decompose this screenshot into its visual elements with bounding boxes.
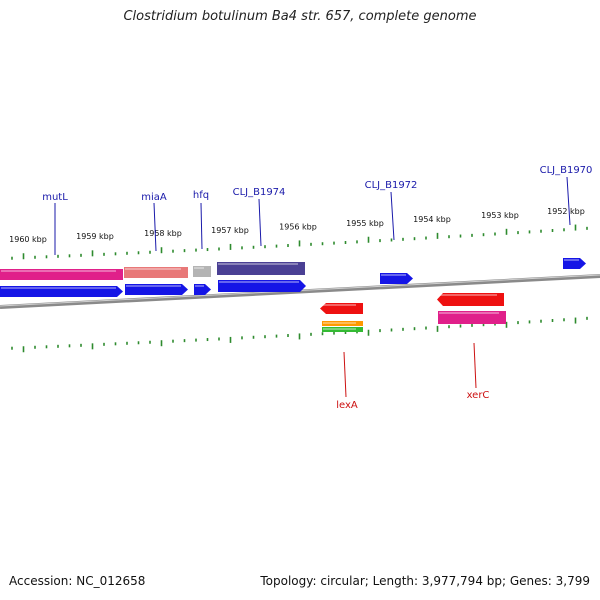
gene-lexA-band-orange [322, 321, 363, 326]
gene-mutL-shine [1, 270, 116, 272]
cds-CLJ_B1970 [563, 258, 586, 269]
gene-lexA-band-green [322, 327, 363, 332]
gene-lexA-shine [321, 304, 356, 306]
gene-miaA [124, 267, 188, 278]
cds-mutL [0, 286, 123, 297]
scale-ticks-top [11, 224, 588, 260]
gene-label-CLJ_B1970: CLJ_B1970 [540, 165, 593, 176]
gene-label-CLJ_B1974: CLJ_B1974 [233, 187, 286, 198]
label-leader [390, 191, 395, 241]
gene-hfq [193, 266, 211, 277]
gene-label-lexA: lexA [336, 400, 358, 411]
cds-xerC-shine [439, 312, 499, 314]
label-leaders [54, 176, 571, 398]
gene-label-mutL: mutL [42, 192, 68, 203]
cds-miaA-shine [126, 285, 181, 287]
cds-xerC [438, 311, 506, 324]
scale-labels: 1960 kbp 1959 kbp 1958 kbp 1957 kbp 1956 kbp… [9, 207, 585, 244]
gene-xerC-shine [438, 294, 497, 296]
gene-miaA-shine [125, 268, 181, 270]
accession-text: Accession: NC_012658 [9, 574, 146, 588]
gene-lexA-band-green-shine [323, 328, 356, 330]
label-leader [258, 198, 262, 247]
cds-miaA [125, 284, 188, 295]
label-leader [200, 202, 203, 250]
cds-CLJ_B1974 [218, 280, 306, 292]
gene-label-miaA: miaA [141, 192, 167, 203]
scale-label: 1956 kbp [279, 223, 317, 232]
label-leader [153, 202, 157, 252]
cds-mutL-shine [1, 287, 116, 289]
gene-mutL [0, 269, 123, 280]
scale-label: 1957 kbp [211, 226, 249, 235]
map-title: Clostridium botulinum Ba4 str. 657, comp… [123, 9, 477, 24]
gene-label-xerC: xerC [467, 390, 490, 401]
label-leader [566, 176, 571, 226]
scale-label: 1953 kbp [481, 211, 519, 220]
cds-CLJ_B1974-shine [219, 281, 299, 283]
gene-hfq-shine [194, 267, 204, 269]
scale-label: 1955 kbp [346, 219, 384, 228]
label-leader [473, 342, 477, 389]
gene-labels: mutL miaA hfq CLJ_B1974 CLJ_B1972 CLJ_B1970le… [42, 165, 592, 411]
scale-label: 1958 kbp [144, 229, 182, 238]
cds-hfq-shine [195, 285, 204, 287]
scale-label: 1959 kbp [76, 232, 114, 241]
gene-CLJ_B1974 [217, 262, 305, 275]
label-leader [343, 351, 347, 398]
scale-label: 1954 kbp [413, 215, 451, 224]
scale-label: 1960 kbp [9, 235, 47, 244]
gene-label-hfq: hfq [193, 190, 209, 201]
cds-CLJ_B1970-shine [564, 259, 579, 261]
gene-lexA [320, 303, 363, 314]
gene-label-CLJ_B1972: CLJ_B1972 [365, 180, 418, 191]
gene-CLJ_B1974-shine [218, 263, 298, 265]
cds-hfq [194, 284, 211, 295]
genome-summary-text: Topology: circular; Length: 3,977,794 bp… [260, 574, 590, 588]
gene-features [0, 258, 586, 332]
gene-lexA-band-orange-shine [323, 322, 356, 324]
scale-label: 1952 kbp [547, 207, 585, 216]
cds-CLJ_B1972 [380, 273, 413, 284]
cds-CLJ_B1972-shine [381, 274, 406, 276]
gene-xerC [437, 293, 504, 306]
